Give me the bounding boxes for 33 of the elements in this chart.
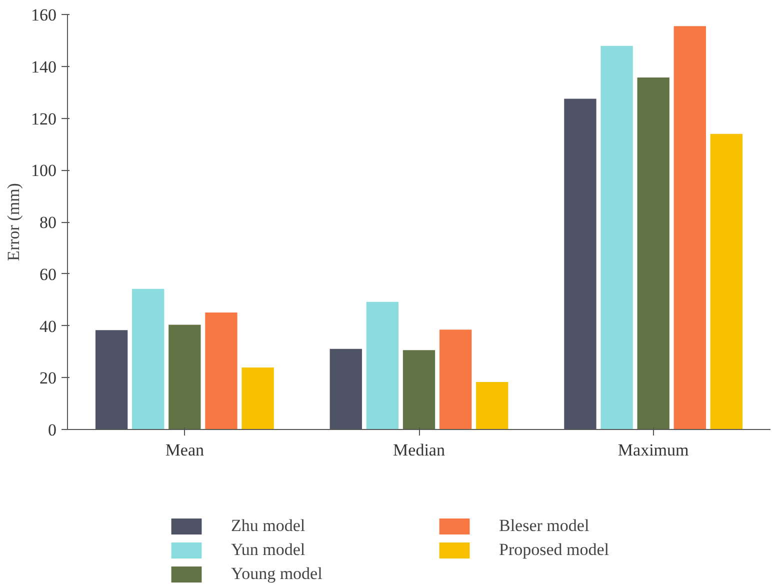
y-tick-label: 0 xyxy=(48,420,56,440)
bar xyxy=(564,98,596,430)
legend-label: Zhu model xyxy=(231,516,306,536)
y-tick-label: 140 xyxy=(31,57,56,76)
bar xyxy=(205,312,238,430)
bar xyxy=(674,26,706,430)
bar xyxy=(710,134,743,430)
y-tick-label: 120 xyxy=(31,109,56,128)
legend-label: Yun model xyxy=(231,540,306,560)
y-tick-label: 160 xyxy=(31,6,56,24)
y-tick-label: 60 xyxy=(40,264,56,284)
bar xyxy=(476,382,508,430)
bar xyxy=(132,288,164,430)
y-tick-label: 80 xyxy=(40,213,56,232)
x-tick-label: Median xyxy=(393,440,446,460)
y-tick-label: 40 xyxy=(40,316,56,336)
y-tick-label: 20 xyxy=(40,368,56,388)
legend-label: Young model xyxy=(231,564,324,584)
bar xyxy=(637,78,670,430)
x-tick-label: Maximum xyxy=(618,440,689,460)
y-tick-label: 100 xyxy=(31,161,56,180)
y-axis-title: Error (mm) xyxy=(4,183,23,261)
bar xyxy=(439,330,472,430)
legend-label: Bleser model xyxy=(499,516,590,536)
bar xyxy=(600,46,633,430)
bar xyxy=(168,324,201,430)
legend-label: Proposed model xyxy=(499,540,610,560)
bar xyxy=(366,302,399,430)
bar xyxy=(95,330,128,430)
bar xyxy=(330,348,362,430)
bar xyxy=(402,350,436,430)
x-tick-label: Mean xyxy=(165,440,205,460)
bar xyxy=(242,368,274,430)
